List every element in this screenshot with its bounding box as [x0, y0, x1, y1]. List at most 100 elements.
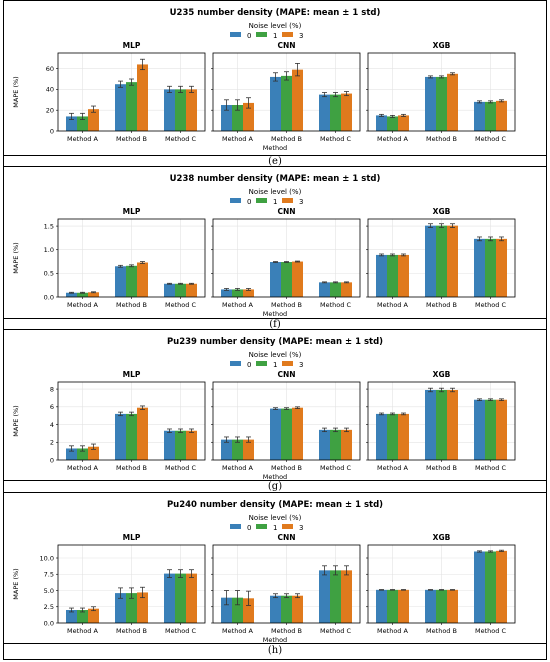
legend-label-noise-3: 3 [299, 524, 303, 532]
figure-caption-g: (g) [267, 481, 283, 492]
y-tick-label: 60 [46, 65, 54, 73]
panel-frame-xgb [367, 381, 516, 461]
bar-xgb-noise-0 [376, 589, 387, 623]
x-tick-label: Method C [165, 464, 196, 472]
bar-cnn-noise-1 [281, 595, 292, 623]
bar-xgb-noise-0 [425, 76, 436, 131]
bar-xgb-noise-3 [398, 413, 409, 460]
x-tick-label: Method B [116, 135, 147, 143]
panel-title-xgb: XGB [433, 533, 451, 542]
figure-divider [3, 643, 547, 644]
bar-xgb-noise-0 [425, 589, 436, 623]
x-tick-label: Method B [271, 301, 302, 309]
bar-mlp-noise-1 [126, 593, 137, 623]
bar-mlp-noise-3 [186, 573, 197, 623]
bar-cnn-noise-0 [270, 76, 281, 131]
bar-cnn-noise-0 [221, 597, 232, 623]
x-tick-label: Method A [377, 627, 408, 635]
x-tick-label: Method A [377, 301, 408, 309]
x-tick-label: Method B [426, 301, 457, 309]
y-tick-label: 0.0 [44, 619, 54, 627]
figure-frame [3, 0, 547, 660]
bar-xgb-noise-3 [496, 550, 507, 623]
legend-swatch-noise-3 [282, 32, 293, 37]
bar-xgb-noise-3 [447, 225, 458, 297]
bar-xgb-noise-1 [436, 589, 447, 623]
x-tick-label: Method C [320, 627, 351, 635]
legend-label-noise-1: 1 [273, 32, 277, 40]
x-tick-label: Method C [165, 301, 196, 309]
x-tick-label: Method B [116, 627, 147, 635]
bar-cnn-noise-0 [221, 105, 232, 131]
legend-swatch-noise-0 [230, 361, 241, 366]
legend-label-noise-0: 0 [247, 524, 251, 532]
x-axis-label: Method [263, 310, 287, 318]
x-axis-label: Method [263, 636, 287, 644]
legend-title: Noise level (%) [249, 22, 302, 30]
x-tick-label: Method B [426, 627, 457, 635]
y-tick-label: 0 [50, 456, 54, 464]
y-tick-label: 6 [50, 403, 54, 411]
bar-mlp-noise-3 [137, 407, 148, 460]
bar-xgb-noise-1 [485, 399, 496, 460]
bar-mlp-noise-0 [66, 448, 77, 460]
y-axis-label: MAPE (%) [12, 242, 20, 273]
x-tick-label: Method C [320, 301, 351, 309]
x-tick-label: Method B [116, 301, 147, 309]
bar-mlp-noise-0 [115, 413, 126, 460]
bar-cnn-noise-0 [270, 408, 281, 460]
bar-xgb-noise-0 [425, 225, 436, 297]
panel-frame-xgb [367, 544, 516, 624]
bar-cnn-noise-3 [292, 595, 303, 623]
bar-xgb-noise-1 [485, 101, 496, 131]
bar-mlp-noise-0 [115, 593, 126, 623]
bar-cnn-noise-1 [330, 570, 341, 623]
bar-mlp-noise-1 [77, 610, 88, 623]
bar-xgb-noise-0 [474, 551, 485, 623]
bar-mlp-noise-3 [88, 608, 99, 623]
figure-divider [3, 492, 547, 493]
panel-title-xgb: XGB [433, 41, 451, 50]
bar-cnn-noise-1 [232, 105, 243, 131]
bar-cnn-noise-1 [281, 262, 292, 297]
bar-mlp-noise-3 [186, 89, 197, 131]
x-tick-label: Method C [165, 135, 196, 143]
bar-xgb-noise-0 [376, 115, 387, 131]
bar-mlp-noise-1 [77, 448, 88, 460]
bar-xgb-noise-3 [496, 399, 507, 460]
chart-title: U235 number density (MAPE: mean ± 1 std) [170, 8, 381, 18]
bar-xgb-noise-0 [474, 238, 485, 297]
x-tick-label: Method A [222, 135, 253, 143]
panel-title-cnn: CNN [277, 370, 295, 379]
x-tick-label: Method C [320, 135, 351, 143]
bar-mlp-noise-3 [186, 430, 197, 460]
bar-xgb-noise-3 [398, 254, 409, 297]
panel-title-mlp: MLP [123, 533, 141, 542]
bar-mlp-noise-0 [115, 266, 126, 297]
chart-title: Pu239 number density (MAPE: mean ± 1 std… [167, 337, 383, 347]
x-tick-label: Method A [67, 627, 98, 635]
bar-mlp-noise-1 [126, 265, 137, 297]
bar-cnn-noise-1 [330, 94, 341, 131]
panel-frame-mlp [57, 52, 206, 132]
bar-mlp-noise-1 [77, 292, 88, 297]
x-tick-label: Method A [222, 627, 253, 635]
panel-title-cnn: CNN [277, 533, 295, 542]
panel-title-xgb: XGB [433, 370, 451, 379]
figure-divider [3, 155, 547, 156]
y-tick-label: 0 [50, 127, 54, 135]
x-tick-label: Method C [475, 464, 506, 472]
bar-xgb-noise-1 [485, 551, 496, 623]
x-tick-label: Method C [165, 627, 196, 635]
legend-swatch-noise-1 [256, 32, 267, 37]
bar-cnn-noise-3 [341, 429, 352, 460]
legend-label-noise-3: 3 [299, 32, 303, 40]
legend-swatch-noise-3 [282, 198, 293, 203]
x-tick-label: Method B [271, 627, 302, 635]
legend-label-noise-0: 0 [247, 32, 251, 40]
bar-cnn-noise-0 [319, 570, 330, 623]
x-tick-label: Method C [320, 464, 351, 472]
bar-cnn-noise-0 [270, 595, 281, 623]
bar-cnn-noise-3 [243, 289, 254, 297]
